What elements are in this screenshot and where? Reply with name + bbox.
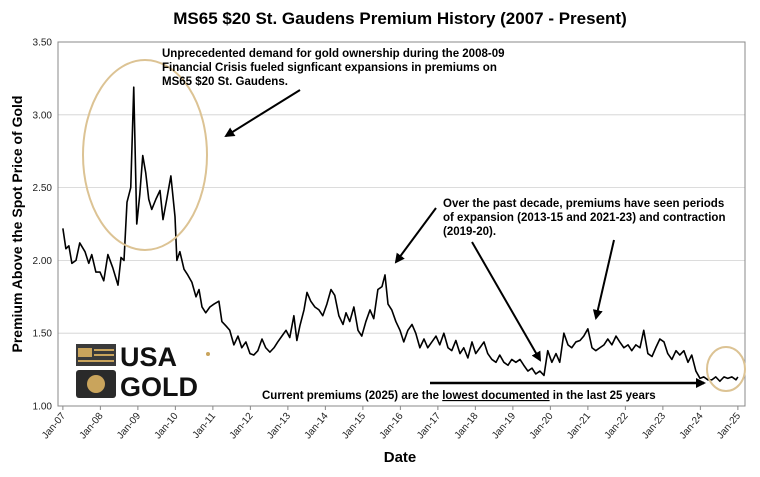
logo: USA GOLD — [76, 342, 210, 402]
data-line — [62, 86, 739, 383]
y-tick-label: 3.00 — [33, 110, 53, 121]
chart-title: MS65 $20 St. Gaudens Premium History (20… — [173, 9, 627, 28]
y-tick-label: 3.50 — [33, 38, 53, 49]
arrow — [592, 239, 615, 320]
y-tick-label: 2.50 — [33, 183, 53, 194]
plot-frame — [57, 41, 746, 407]
arrow — [471, 241, 541, 362]
logo-text: GOLD — [120, 372, 198, 402]
highlight-ellipse — [82, 59, 208, 251]
y-axis-label: Premium Above the Spot Price of Gold — [9, 96, 25, 353]
arrow — [394, 207, 437, 264]
y-tick-label: 2.00 — [33, 256, 53, 267]
highlight-ellipse — [706, 346, 746, 392]
annotation: Unprecedented demand for gold ownership … — [162, 48, 505, 88]
y-tick-label: 1.50 — [33, 329, 53, 340]
logo-text: USA — [120, 342, 177, 372]
annotation: Over the past decade, premiums have seen… — [443, 198, 725, 238]
y-tick-label: 1.00 — [33, 402, 53, 413]
x-axis-label: Date — [384, 449, 417, 466]
annotation: Current premiums (2025) are the lowest d… — [262, 390, 656, 402]
arrow — [224, 89, 301, 138]
